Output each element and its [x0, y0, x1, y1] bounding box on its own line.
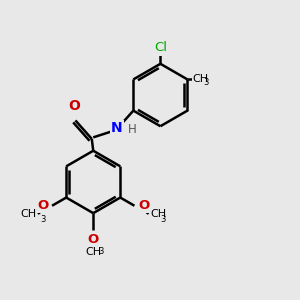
Text: CH: CH — [20, 209, 36, 219]
Text: 3: 3 — [204, 79, 209, 88]
Text: O: O — [88, 233, 99, 246]
Text: CH: CH — [193, 74, 209, 84]
Text: Cl: Cl — [154, 41, 167, 54]
Text: N: N — [111, 122, 123, 136]
Text: 3: 3 — [160, 215, 165, 224]
Text: O: O — [68, 99, 80, 113]
Text: CH: CH — [150, 209, 166, 219]
Text: O: O — [138, 199, 149, 212]
Text: O: O — [37, 199, 49, 212]
Text: H: H — [128, 123, 137, 136]
Text: 3: 3 — [99, 247, 104, 256]
Text: 3: 3 — [40, 215, 46, 224]
Text: CH: CH — [85, 247, 101, 257]
